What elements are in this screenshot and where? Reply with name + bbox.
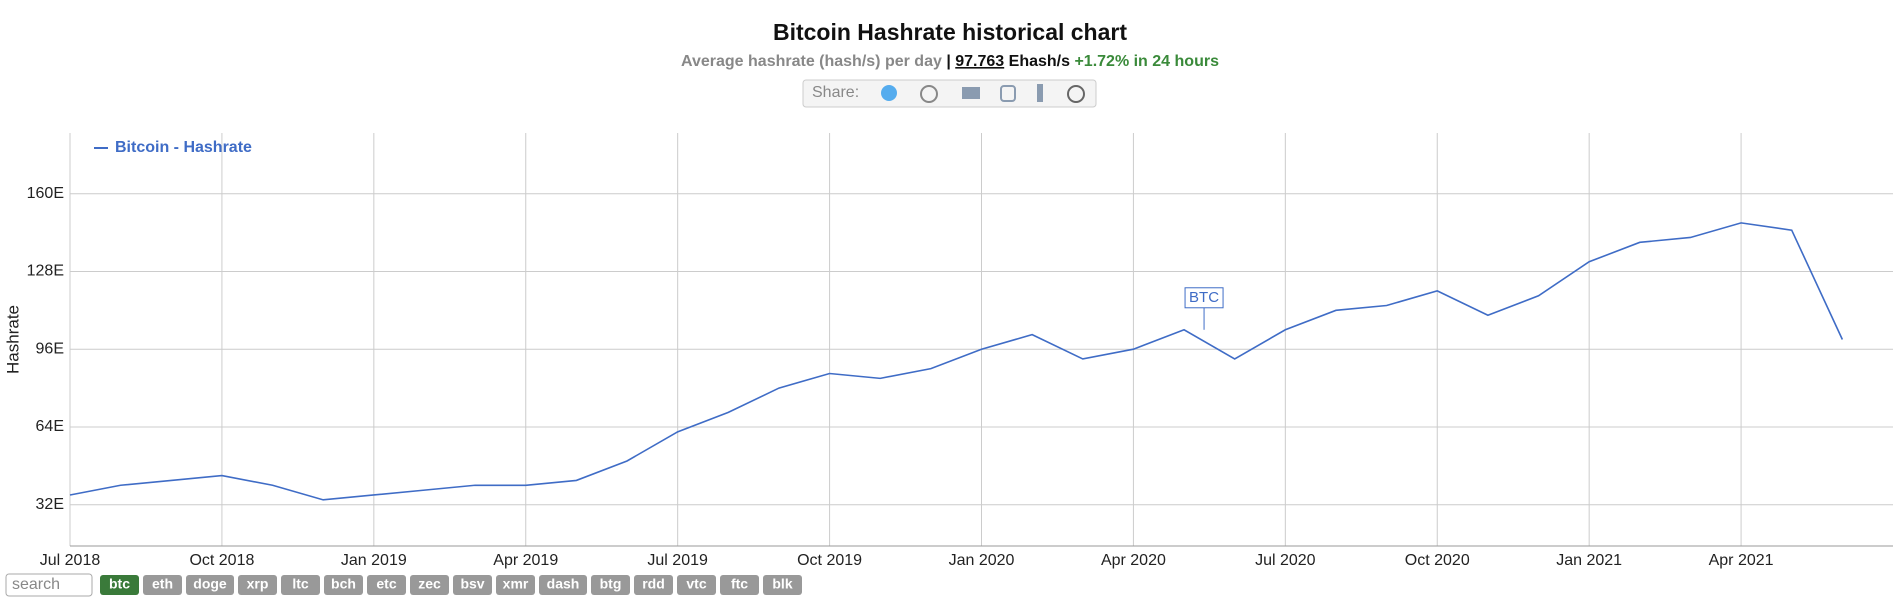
vk-icon[interactable] bbox=[962, 87, 980, 99]
y-tick-label: 64E bbox=[36, 418, 64, 435]
x-tick-label: Oct 2018 bbox=[189, 552, 254, 569]
x-tick-label: Jan 2021 bbox=[1556, 552, 1622, 569]
coin-label: xmr bbox=[503, 576, 529, 592]
coin-button[interactable] bbox=[453, 575, 492, 595]
coin-label: btc bbox=[109, 576, 130, 592]
title: Bitcoin Hashrate historical chart bbox=[773, 19, 1127, 45]
y-tick-label: 128E bbox=[27, 263, 64, 280]
coin-label: zec bbox=[418, 576, 441, 592]
twitter-icon[interactable] bbox=[881, 85, 897, 101]
x-tick-label: Apr 2021 bbox=[1709, 552, 1774, 569]
search-placeholder: search bbox=[12, 576, 60, 593]
reddit-icon[interactable] bbox=[920, 85, 938, 103]
coin-label: doge bbox=[193, 576, 227, 592]
series-line bbox=[69, 222, 1844, 501]
coin-button[interactable] bbox=[324, 575, 363, 595]
coin-button[interactable] bbox=[143, 575, 182, 595]
coin-label: btg bbox=[600, 576, 622, 592]
x-tick-label: Jan 2019 bbox=[341, 552, 407, 569]
x-tick-label: Oct 2020 bbox=[1405, 552, 1470, 569]
share-label: Share: bbox=[812, 84, 859, 101]
like-icon[interactable] bbox=[1000, 85, 1016, 102]
coin-label: vtc bbox=[686, 576, 706, 592]
coin-button[interactable] bbox=[496, 575, 535, 595]
subtitle: Average hashrate (hash/s) per day | 97.7… bbox=[681, 53, 1219, 70]
coin-label: etc bbox=[376, 576, 396, 592]
y-tick-label: 160E bbox=[27, 185, 64, 202]
coin-button[interactable] bbox=[238, 575, 277, 595]
x-tick-label: Oct 2019 bbox=[797, 552, 862, 569]
subtitle-text: Average hashrate (hash/s) per day bbox=[681, 53, 942, 70]
annotation: BTC bbox=[1189, 289, 1219, 306]
separator: | bbox=[946, 53, 950, 70]
coin-button[interactable] bbox=[763, 575, 802, 595]
x-tick-label: Jan 2020 bbox=[949, 552, 1015, 569]
y-axis-label: Hashrate bbox=[3, 305, 22, 374]
coin-button[interactable] bbox=[100, 575, 139, 595]
plot: 32E 64E 96E 128E 160E Jul 2018 Oct 2018 Jan 201… bbox=[3, 133, 1893, 569]
y-tick-label: 96E bbox=[36, 340, 64, 357]
x-tick-label: Jul 2018 bbox=[40, 552, 101, 569]
facebook-icon[interactable] bbox=[1037, 84, 1043, 102]
x-tick-label: Apr 2020 bbox=[1101, 552, 1166, 569]
annotation-box bbox=[1184, 287, 1224, 309]
coin-button[interactable] bbox=[367, 575, 406, 595]
x-tick-label: Jul 2020 bbox=[1255, 552, 1316, 569]
coin-button[interactable] bbox=[634, 575, 673, 595]
coin-button[interactable] bbox=[539, 575, 587, 595]
coin-button[interactable] bbox=[410, 575, 449, 595]
coin-label: xrp bbox=[247, 576, 269, 592]
change: +1.72% in 24 hours bbox=[1074, 53, 1219, 70]
coin-label: blk bbox=[772, 576, 792, 592]
footer: search btc eth doge xrp ltc bch etc zec bsv xmr das… bbox=[5, 573, 802, 597]
coin-label: dash bbox=[547, 576, 580, 592]
x-tick-label: Apr 2019 bbox=[493, 552, 558, 569]
coin-button[interactable] bbox=[677, 575, 716, 595]
y-tick-label: 32E bbox=[36, 496, 64, 513]
coin-label: ltc bbox=[292, 576, 309, 592]
coin-button[interactable] bbox=[720, 575, 759, 595]
weibo-icon[interactable] bbox=[1067, 85, 1085, 103]
coin-button[interactable] bbox=[186, 575, 234, 595]
coin-label: eth bbox=[152, 576, 173, 592]
coin-label: ftc bbox=[731, 576, 748, 592]
coin-label: bch bbox=[331, 576, 356, 592]
legend-label: Bitcoin - Hashrate bbox=[115, 139, 252, 156]
search-box[interactable] bbox=[5, 573, 93, 597]
unit: Ehash/s bbox=[1009, 53, 1070, 70]
share-icons bbox=[881, 84, 1085, 103]
x-tick-label: Jul 2019 bbox=[647, 552, 708, 569]
coin-label: rdd bbox=[642, 576, 665, 592]
coin-button[interactable] bbox=[591, 575, 630, 595]
share-bar bbox=[802, 79, 1097, 108]
current-value: 97.763 bbox=[955, 53, 1004, 70]
coin-button[interactable] bbox=[281, 575, 320, 595]
coin-label: bsv bbox=[460, 576, 484, 592]
